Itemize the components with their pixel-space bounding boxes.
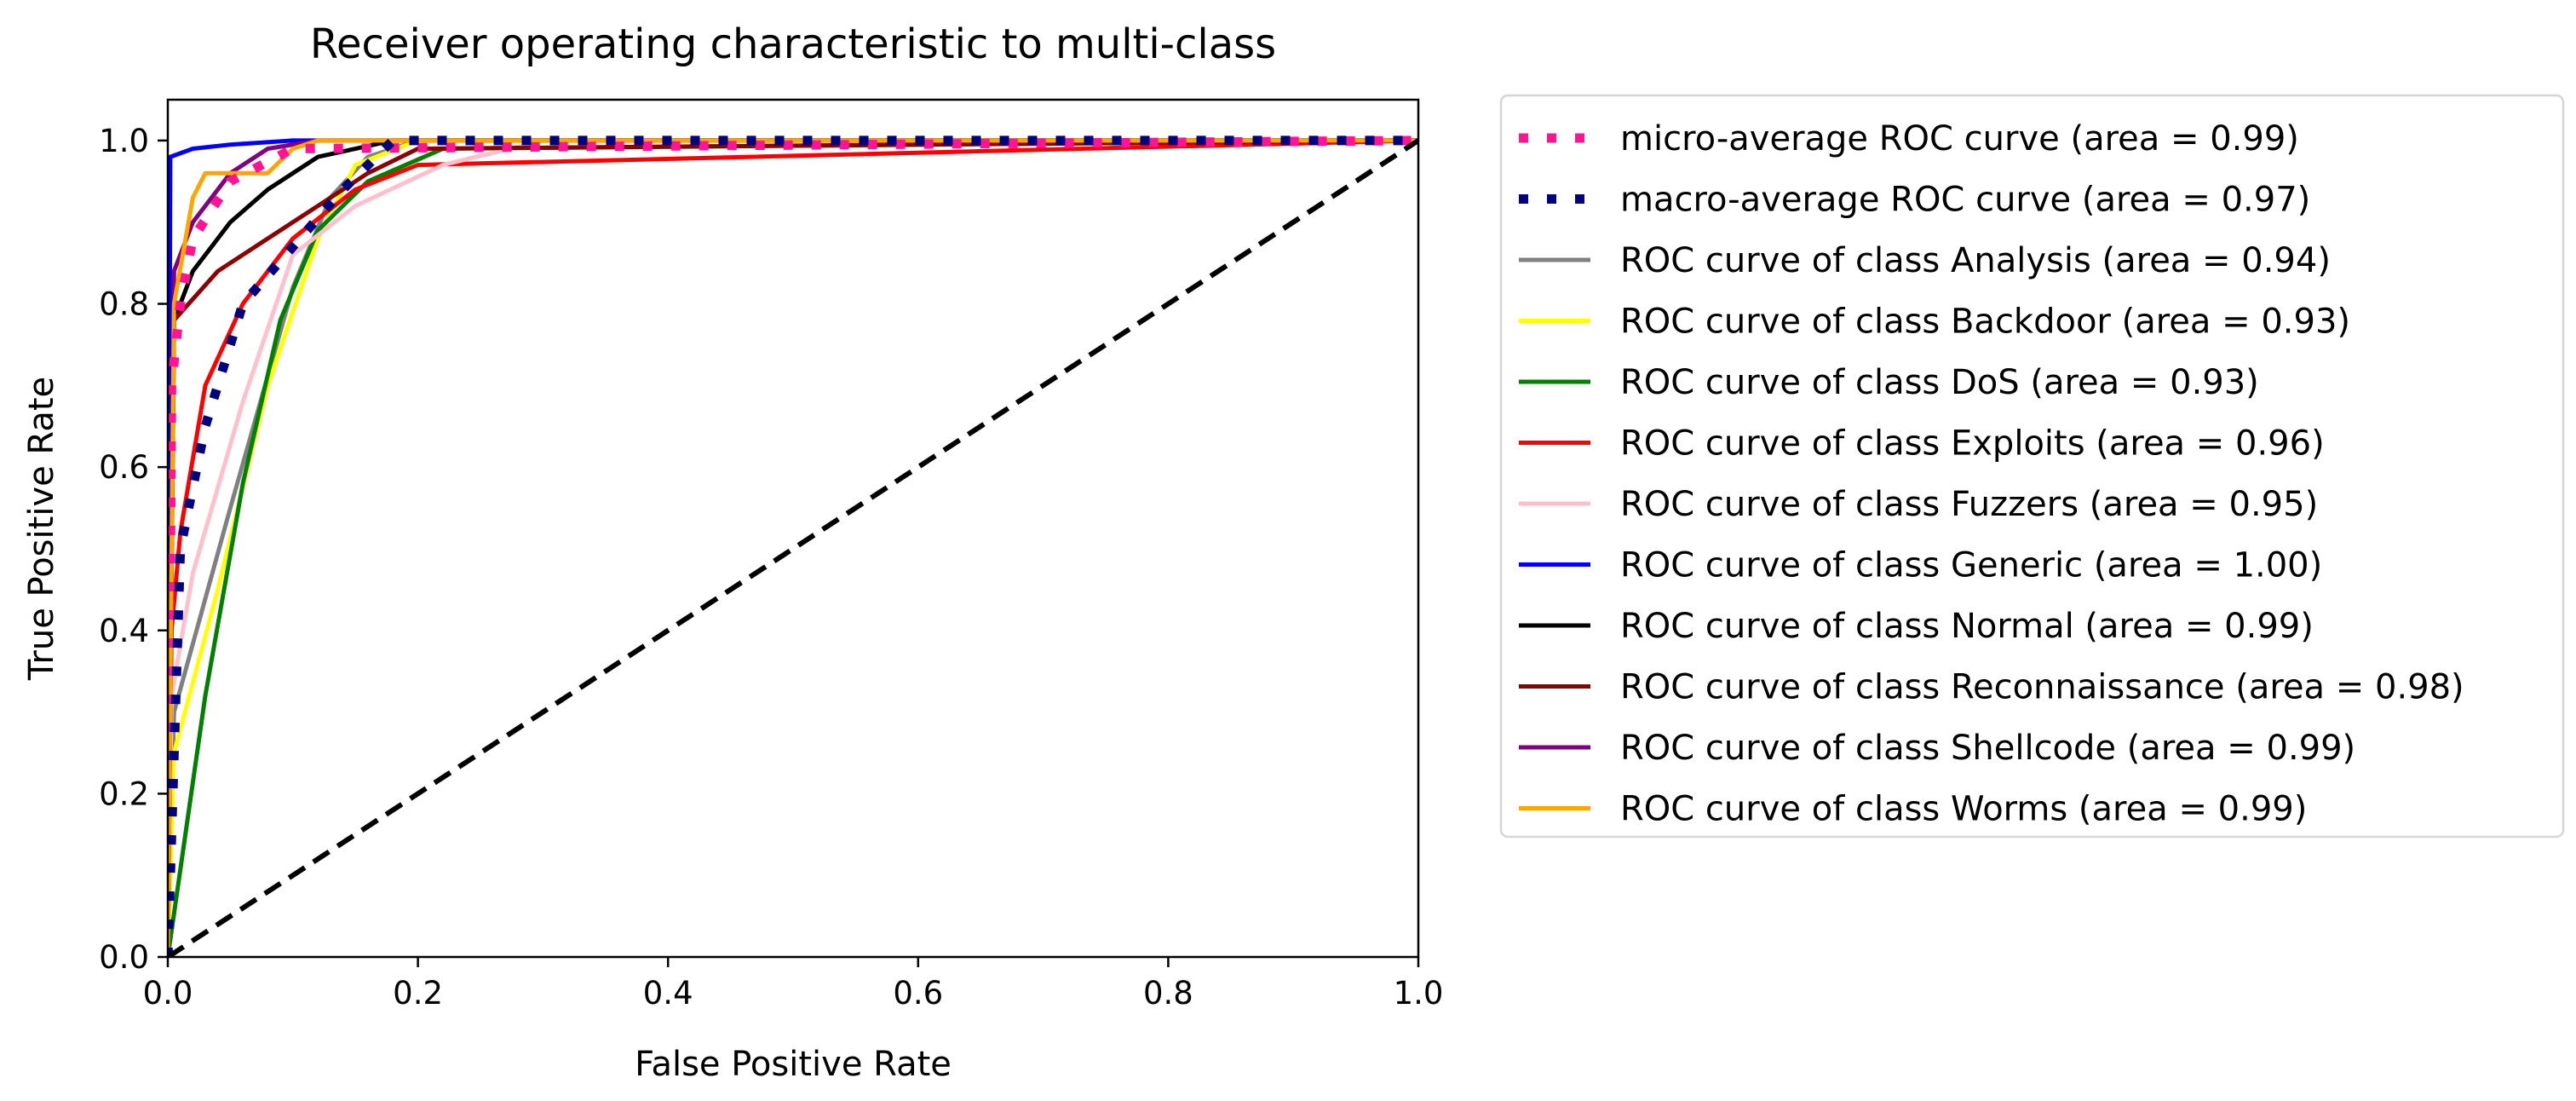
legend-label-dos: ROC curve of class DoS (area = 0.93) <box>1620 363 2259 402</box>
legend-label-micro-average: micro-average ROC curve (area = 0.99) <box>1620 119 2299 159</box>
legend-label-fuzzers: ROC curve of class Fuzzers (area = 0.95) <box>1620 485 2318 524</box>
legend-label-analysis: ROC curve of class Analysis (area = 0.94… <box>1620 241 2331 280</box>
roc-line-normal <box>168 138 1418 957</box>
legend-box <box>1499 94 2565 839</box>
y-axis-label: True Positive Rate <box>22 377 61 681</box>
legend-label-worms: ROC curve of class Worms (area = 0.99) <box>1620 790 2307 829</box>
legend-label-generic: ROC curve of class Generic (area = 1.00) <box>1620 546 2322 585</box>
legend-label-macro-average: macro-average ROC curve (area = 0.97) <box>1620 181 2310 220</box>
roc-line-worms <box>168 138 1418 957</box>
y-tick-label: 0.2 <box>99 775 149 812</box>
roc-line-backdoor <box>168 138 1418 957</box>
x-axis-label: False Positive Rate <box>635 1045 952 1084</box>
y-tick-label: 0.8 <box>99 286 149 323</box>
roc-line-dos <box>168 138 1418 957</box>
legend-label-normal: ROC curve of class Normal (area = 0.99) <box>1620 607 2314 646</box>
chart-title: Receiver operating characteristic to mul… <box>310 20 1276 68</box>
legend-label-backdoor: ROC curve of class Backdoor (area = 0.93… <box>1620 303 2350 342</box>
x-axis-ticks: 0.0 0.2 0.4 0.6 0.8 1.0 <box>143 957 1444 1012</box>
y-tick-label: 0.6 <box>99 449 149 486</box>
legend: micro-average ROC curve (area = 0.99) mac… <box>1499 94 2565 839</box>
plot-area <box>168 135 1418 957</box>
roc-line-chance <box>168 138 1418 957</box>
roc-line-micro-average <box>168 135 1418 957</box>
legend-label-exploits: ROC curve of class Exploits (area = 0.96… <box>1620 424 2325 464</box>
roc-line-reconnaissance <box>168 138 1418 957</box>
legend-label-reconnaissance: ROC curve of class Reconnaissance (area … <box>1620 668 2464 707</box>
y-tick-label: 1.0 <box>99 123 149 159</box>
roc-line-macro-average <box>168 135 1418 957</box>
x-tick-label: 1.0 <box>1394 975 1444 1012</box>
plot-frame <box>166 98 1420 959</box>
y-tick-label: 0.0 <box>99 939 149 976</box>
legend-label-shellcode: ROC curve of class Shellcode (area = 0.9… <box>1620 729 2355 768</box>
x-tick-label: 0.4 <box>643 975 693 1012</box>
x-tick-label: 0.6 <box>893 975 943 1012</box>
x-tick-label: 0.0 <box>143 975 193 1012</box>
x-tick-label: 0.2 <box>393 975 443 1012</box>
y-tick-label: 0.4 <box>99 613 149 649</box>
y-axis-ticks: 0.0 0.2 0.4 0.6 0.8 1.0 <box>99 123 168 976</box>
roc-line-exploits <box>168 138 1418 957</box>
x-tick-label: 0.8 <box>1143 975 1193 1012</box>
